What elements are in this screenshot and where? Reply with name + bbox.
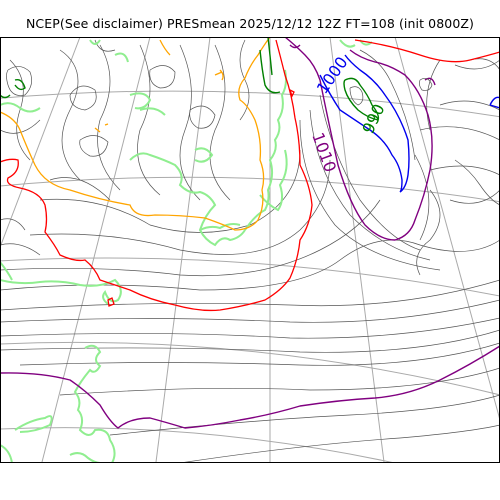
coastlines: [0, 39, 373, 463]
contour-label-1010: 1010: [308, 130, 340, 175]
isobar-990: [0, 37, 380, 121]
isobars: [0, 39, 500, 463]
low-center-rings: [6, 66, 433, 106]
isobar-1020: [0, 39, 500, 312]
map-title: NCEP(See disclaimer) PRESmean 2025/12/12…: [25, 16, 475, 31]
contour-label-990: 990: [358, 101, 388, 137]
map-frame: [0, 37, 500, 463]
isobar-1015: [0, 37, 271, 231]
isobar-1010: [0, 37, 500, 429]
